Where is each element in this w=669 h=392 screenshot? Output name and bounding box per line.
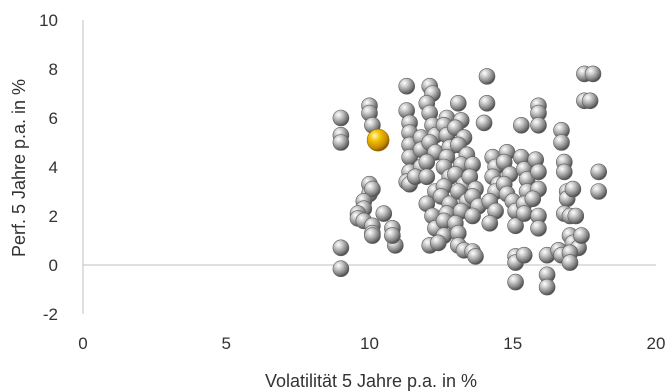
data-points [332, 65, 608, 296]
data-point [384, 227, 401, 244]
data-point [507, 217, 524, 235]
data-point [553, 134, 570, 151]
data-point [332, 109, 350, 127]
data-point [564, 180, 582, 198]
x-tick-label: 0 [78, 334, 87, 353]
data-point [507, 273, 524, 291]
data-point [332, 260, 350, 278]
data-point [561, 254, 579, 271]
tick-labels: 0 5 10 15 20 -2 0 2 4 6 8 10 [39, 11, 665, 353]
data-point [573, 227, 590, 244]
y-tick-label: 2 [49, 207, 58, 226]
y-tick-label: 6 [49, 109, 58, 128]
data-point [538, 278, 556, 296]
data-point [375, 205, 393, 222]
data-point [584, 65, 602, 83]
data-point [478, 68, 496, 85]
data-point [449, 95, 467, 112]
data-point [530, 163, 547, 181]
x-axis-title: Volatilität 5 Jahre p.a. in % [265, 371, 477, 391]
data-point [332, 134, 350, 151]
x-tick-label: 15 [503, 334, 522, 353]
highlighted-data-point [366, 128, 390, 152]
data-point [475, 114, 493, 132]
y-tick-label: 0 [49, 256, 58, 275]
y-axis-title: Perf. 5 Jahre p.a. in % [9, 79, 29, 257]
data-point [581, 92, 599, 110]
data-point [418, 168, 436, 186]
y-tick-label: 10 [39, 11, 58, 30]
data-point [418, 153, 436, 171]
data-point [512, 117, 530, 134]
data-point [481, 215, 499, 232]
data-point [364, 180, 381, 198]
data-point [364, 227, 381, 244]
data-point [567, 207, 585, 225]
data-point [515, 205, 533, 222]
data-point [429, 234, 447, 252]
x-tick-label: 10 [360, 334, 379, 353]
data-point [555, 163, 573, 181]
y-tick-label: -2 [43, 305, 58, 324]
data-point [530, 117, 547, 134]
y-tick-label: 8 [49, 60, 58, 79]
axes [82, 20, 656, 314]
data-point [464, 207, 481, 225]
data-point [332, 239, 350, 257]
data-point [398, 77, 416, 95]
data-point [515, 246, 533, 264]
x-tick-label: 5 [222, 334, 231, 353]
x-tick-label: 20 [647, 334, 666, 353]
data-point [467, 248, 484, 265]
data-point [590, 183, 608, 200]
data-point [530, 220, 547, 237]
data-point [590, 163, 608, 181]
data-point [524, 190, 542, 208]
data-point [478, 95, 496, 112]
y-tick-label: 4 [49, 158, 58, 177]
